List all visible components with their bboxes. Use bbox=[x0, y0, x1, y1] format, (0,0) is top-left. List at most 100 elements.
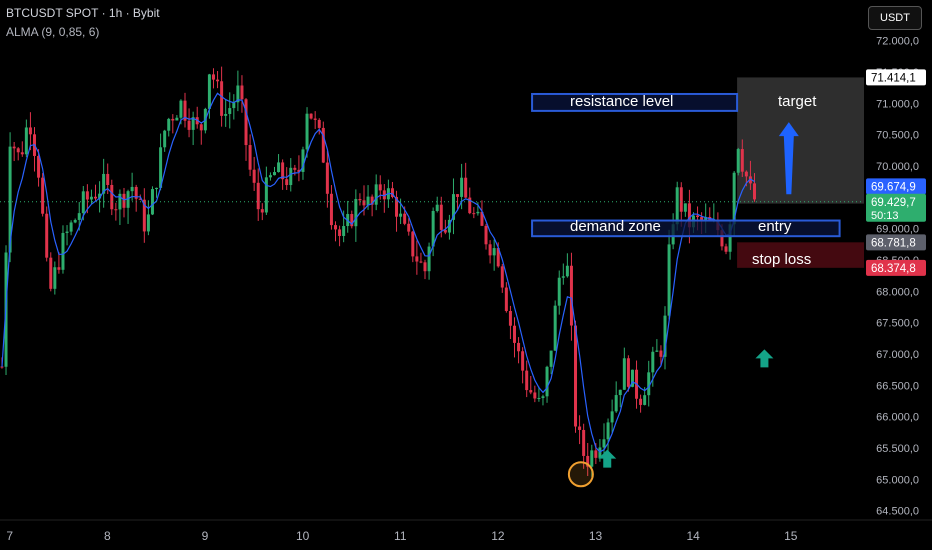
candle[interactable] bbox=[431, 210, 435, 247]
candle[interactable] bbox=[159, 147, 163, 188]
candle[interactable] bbox=[590, 450, 594, 467]
candle[interactable] bbox=[179, 100, 183, 118]
candle[interactable] bbox=[639, 398, 643, 405]
candle[interactable] bbox=[94, 196, 98, 199]
candle[interactable] bbox=[618, 389, 622, 396]
candle[interactable] bbox=[248, 145, 252, 170]
candle[interactable] bbox=[163, 130, 167, 148]
candle[interactable] bbox=[407, 223, 411, 232]
candle[interactable] bbox=[679, 187, 683, 212]
target-box[interactable] bbox=[737, 77, 864, 204]
candle[interactable] bbox=[610, 411, 614, 423]
candle[interactable] bbox=[655, 350, 659, 352]
candle[interactable] bbox=[594, 450, 598, 458]
candle[interactable] bbox=[57, 267, 61, 270]
candle[interactable] bbox=[12, 146, 16, 149]
candle[interactable] bbox=[0, 366, 4, 368]
candle[interactable] bbox=[325, 162, 329, 194]
candle[interactable] bbox=[301, 149, 305, 172]
low-marker-circle[interactable] bbox=[567, 461, 594, 488]
candle[interactable] bbox=[281, 162, 285, 180]
candle[interactable] bbox=[329, 193, 333, 226]
candle[interactable] bbox=[89, 196, 93, 200]
candle[interactable] bbox=[667, 244, 671, 316]
candle[interactable] bbox=[460, 177, 464, 197]
candle[interactable] bbox=[464, 177, 468, 198]
candle[interactable] bbox=[370, 196, 374, 205]
candle[interactable] bbox=[220, 81, 224, 116]
candle[interactable] bbox=[85, 191, 89, 200]
demand-zone[interactable] bbox=[531, 219, 841, 238]
candle[interactable] bbox=[395, 196, 399, 217]
projection-arrow-icon[interactable] bbox=[778, 122, 799, 195]
candle[interactable] bbox=[724, 246, 728, 252]
candle[interactable] bbox=[472, 213, 476, 215]
candle[interactable] bbox=[142, 199, 146, 232]
candle[interactable] bbox=[435, 204, 439, 211]
candle[interactable] bbox=[484, 225, 488, 245]
candle[interactable] bbox=[720, 230, 724, 247]
candle[interactable] bbox=[480, 211, 484, 226]
candle[interactable] bbox=[447, 219, 451, 233]
candle[interactable] bbox=[134, 186, 138, 199]
indicator-legend[interactable]: ALMA (9, 0,85, 6) bbox=[6, 25, 100, 39]
stop-loss-box[interactable] bbox=[737, 242, 864, 268]
candle[interactable] bbox=[553, 305, 557, 351]
candle[interactable] bbox=[390, 188, 394, 197]
candle[interactable] bbox=[582, 429, 586, 456]
candle[interactable] bbox=[651, 351, 655, 373]
candle[interactable] bbox=[338, 229, 342, 236]
candle[interactable] bbox=[256, 182, 260, 210]
candle[interactable] bbox=[268, 175, 272, 178]
candle[interactable] bbox=[740, 149, 744, 172]
candle[interactable] bbox=[244, 99, 248, 146]
candle[interactable] bbox=[476, 211, 480, 214]
candle[interactable] bbox=[622, 358, 626, 390]
candle[interactable] bbox=[252, 169, 256, 183]
candle[interactable] bbox=[415, 256, 419, 262]
up-arrow-icon[interactable] bbox=[755, 349, 774, 368]
candle[interactable] bbox=[496, 248, 500, 267]
candle[interactable] bbox=[647, 372, 651, 396]
candle[interactable] bbox=[366, 196, 370, 206]
candle[interactable] bbox=[171, 118, 175, 121]
candle[interactable] bbox=[232, 102, 236, 109]
candle[interactable] bbox=[309, 113, 313, 119]
candle[interactable] bbox=[504, 287, 508, 311]
candle[interactable] bbox=[53, 267, 57, 289]
candle[interactable] bbox=[574, 325, 578, 427]
candle[interactable] bbox=[297, 169, 301, 172]
candle[interactable] bbox=[586, 455, 590, 467]
candle[interactable] bbox=[342, 226, 346, 236]
candle[interactable] bbox=[374, 184, 378, 205]
candle[interactable] bbox=[419, 261, 423, 263]
candle[interactable] bbox=[106, 173, 110, 185]
candle[interactable] bbox=[541, 396, 545, 398]
candle[interactable] bbox=[492, 248, 496, 256]
candle[interactable] bbox=[451, 194, 455, 220]
candle[interactable] bbox=[45, 213, 49, 258]
candle[interactable] bbox=[207, 74, 211, 109]
candle[interactable] bbox=[557, 277, 561, 306]
candle[interactable] bbox=[630, 369, 634, 387]
candle[interactable] bbox=[683, 203, 687, 212]
candle[interactable] bbox=[146, 214, 150, 232]
candle[interactable] bbox=[293, 167, 297, 170]
candle[interactable] bbox=[512, 325, 516, 343]
candle[interactable] bbox=[167, 118, 171, 131]
candle[interactable] bbox=[606, 422, 610, 440]
candle[interactable] bbox=[423, 262, 427, 272]
candle[interactable] bbox=[626, 358, 630, 387]
candle[interactable] bbox=[317, 119, 321, 128]
candle[interactable] bbox=[565, 265, 569, 277]
candle[interactable] bbox=[561, 276, 565, 278]
candle[interactable] bbox=[525, 370, 529, 391]
candle[interactable] bbox=[98, 193, 102, 199]
candle[interactable] bbox=[289, 167, 293, 186]
candle[interactable] bbox=[277, 162, 281, 173]
candle[interactable] bbox=[732, 172, 736, 225]
candle[interactable] bbox=[224, 113, 228, 116]
candle[interactable] bbox=[49, 257, 53, 289]
